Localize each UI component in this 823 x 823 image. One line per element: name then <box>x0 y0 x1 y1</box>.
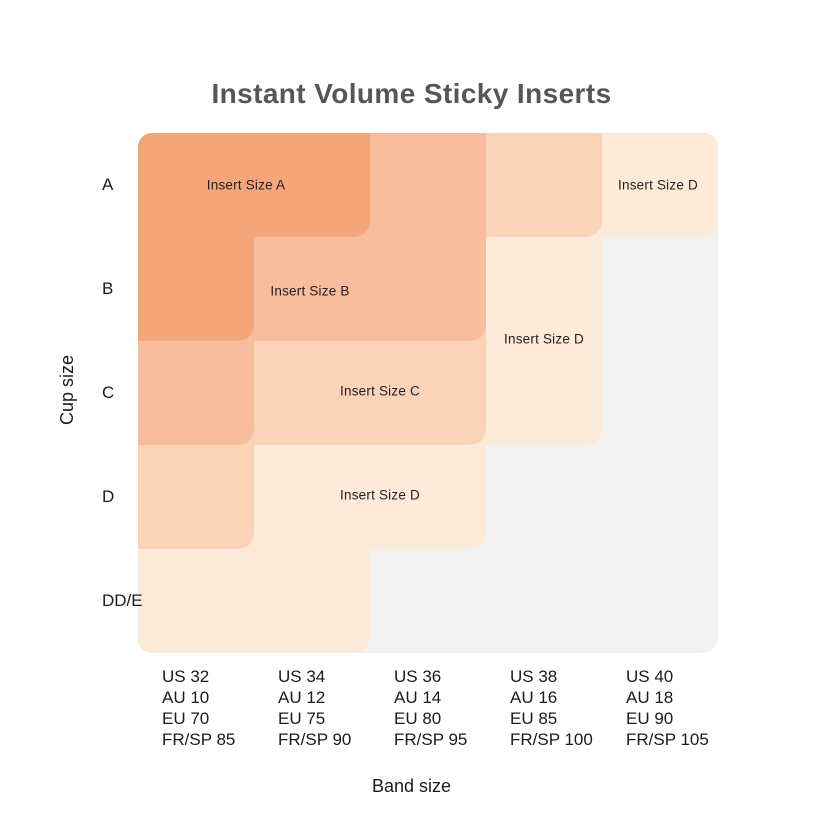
band-size-tick: US 36 AU 14 EU 80 FR/SP 95 <box>394 666 467 750</box>
cup-size-tick: D <box>102 487 115 506</box>
band-size-line: FR/SP 100 <box>510 730 593 749</box>
band-size-line: FR/SP 95 <box>394 730 468 749</box>
band-size-line: AU 14 <box>394 688 442 707</box>
band-size-line: US 38 <box>510 667 558 686</box>
band-size-line: AU 10 <box>162 688 210 707</box>
band-size-line: FR/SP 85 <box>162 730 236 749</box>
cup-size-tick: B <box>102 279 114 298</box>
band-size-line: AU 18 <box>626 688 674 707</box>
region-A <box>138 237 254 341</box>
region-A <box>138 133 370 237</box>
band-size-tick: US 34 AU 12 EU 75 FR/SP 90 <box>278 666 351 750</box>
band-size-line: EU 75 <box>278 709 326 728</box>
insert-size-label: Insert Size B <box>270 283 350 299</box>
cup-size-tick: A <box>102 175 114 194</box>
insert-size-label: Insert Size D <box>618 177 698 193</box>
insert-size-label: Insert Size D <box>504 331 584 347</box>
insert-size-label: Insert Size D <box>340 487 420 503</box>
cup-size-tick: DD/E <box>102 591 143 610</box>
band-size-line: FR/SP 90 <box>278 730 352 749</box>
band-size-tick: US 38 AU 16 EU 85 FR/SP 100 <box>510 666 593 750</box>
cup-size-tick: C <box>102 383 115 402</box>
band-size-line: FR/SP 105 <box>626 730 709 749</box>
band-size-tick: US 32 AU 10 EU 70 FR/SP 85 <box>162 666 235 750</box>
band-size-line: US 34 <box>278 667 326 686</box>
band-size-line: EU 90 <box>626 709 674 728</box>
band-size-line: US 40 <box>626 667 674 686</box>
y-axis-title: Cup size <box>57 354 77 426</box>
region-B <box>138 341 254 445</box>
band-size-line: US 36 <box>394 667 442 686</box>
region-D <box>138 549 370 653</box>
insert-size-label: Insert Size A <box>206 177 286 193</box>
band-size-tick: US 40 AU 18 EU 90 FR/SP 105 <box>626 666 709 750</box>
band-size-line: AU 16 <box>510 688 558 707</box>
plot-area: Insert Size A Insert Size B Insert Size C I… <box>138 133 718 653</box>
band-size-line: AU 12 <box>278 688 326 707</box>
band-size-line: EU 70 <box>162 709 210 728</box>
band-size-line: US 32 <box>162 667 210 686</box>
band-size-line: EU 85 <box>510 709 558 728</box>
insert-size-label: Insert Size C <box>340 383 420 399</box>
region-C <box>138 445 254 549</box>
band-size-line: EU 80 <box>394 709 442 728</box>
x-axis-title: Band size <box>371 776 452 796</box>
chart-title: Instant Volume Sticky Inserts <box>211 78 612 109</box>
